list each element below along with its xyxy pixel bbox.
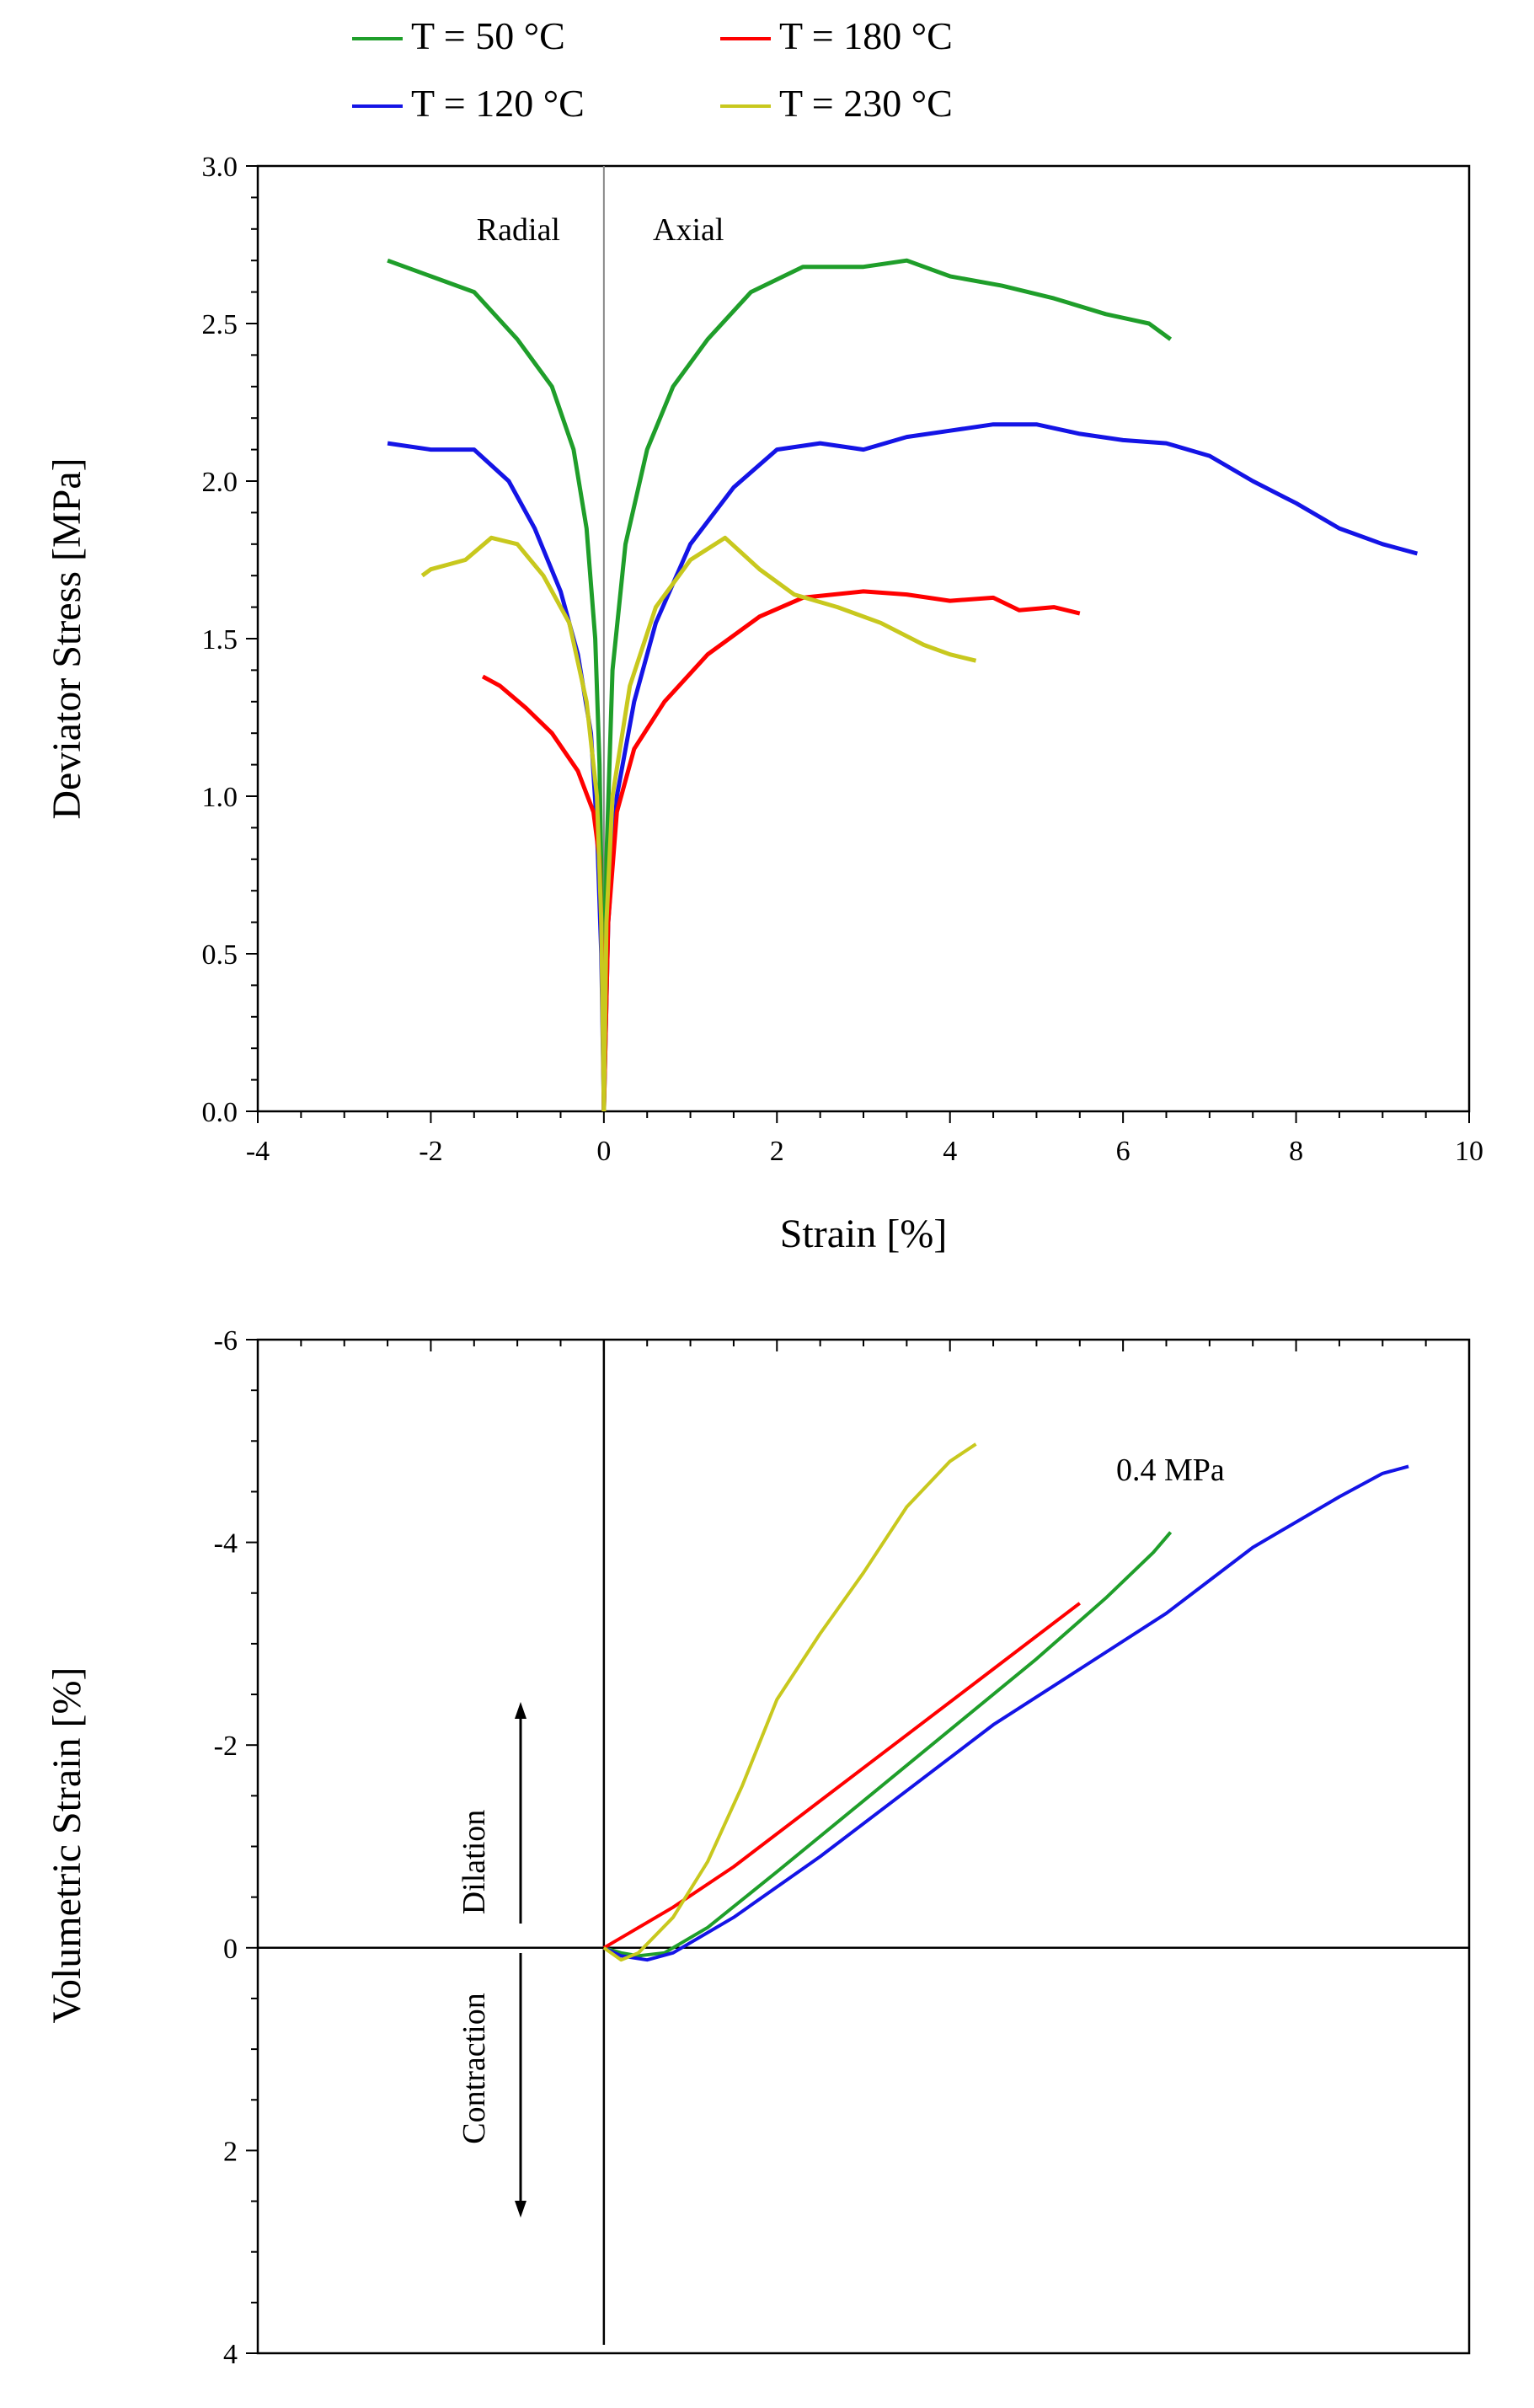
x-tick-label: 0 [596,1136,611,1167]
tick-labels: -4 -2 0 2 4 6 8 10 0.0 0.5 1.0 1.5 2.0 2.5 3.0 [202,152,1484,1167]
series-line-axial [601,258,1173,1112]
plot-frame [256,164,1471,1113]
legend-label: T = 230 °C [779,82,953,125]
y-tick-label: 1.5 [202,624,238,656]
axial-annotation: Axial [653,212,724,248]
y-tick-label: -4 [214,1528,238,1560]
dilation-annotation: Dilation [457,1810,492,1915]
radial-annotation: Radial [477,212,560,248]
tick-marks [246,165,1470,1123]
series-line-axial [601,589,1081,1112]
x-tick-label: -2 [419,1136,442,1167]
x-tick-label: -4 [246,1136,270,1167]
y-tick-label: -6 [214,1325,238,1357]
x-tick-label: 8 [1289,1136,1303,1167]
volumetric-strain-chart: -6 -4 -2 0 2 4 0.4 MPa Dilation Contraction V… [45,1325,1471,2370]
x-tick-label: 4 [943,1136,957,1167]
y-tick-label: 0.5 [202,939,238,971]
series-lines [602,1442,1409,1962]
series-line [603,1531,1173,1958]
tick-labels: -6 -4 -2 0 2 4 [214,1325,238,2370]
y-tick-label: 3.0 [202,152,238,183]
x-axis-title: Strain [%] [780,1212,948,1256]
stress-strain-chart: -4 -2 0 2 4 6 8 100.00.51.01.52.02.53.0 Radial … [45,152,1483,1256]
x-tick-label: 10 [1455,1136,1483,1167]
legend: T = 50 °C T = 180 °C T = 120 °C T = 230 °C [352,14,953,125]
y-axis-title: Volumetric Strain [%] [45,1667,89,2023]
plot-frame [256,1338,1471,2355]
y-tick-label: 2.0 [202,467,238,498]
tick-marks [246,1339,1470,2354]
series-line [602,1442,977,1962]
y-tick-label: 1.0 [202,782,238,813]
y-tick-label: 4 [223,2339,238,2370]
x-tick-label: 6 [1116,1136,1130,1167]
legend-label: T = 50 °C [411,14,565,57]
contraction-annotation: Contraction [457,1993,492,2143]
y-tick-label: 2 [223,2136,238,2167]
series-line-radial [481,674,607,1112]
x-tick-label: 2 [770,1136,784,1167]
series-line-radial [387,441,607,1112]
series-line-axial [601,422,1419,1112]
legend-label: T = 180 °C [779,14,953,57]
dilation-arrow [515,1702,526,1924]
series-line-radial [387,258,607,1112]
series-line-axial [601,535,977,1112]
y-tick-label: 2.5 [202,309,238,340]
y-tick-label: -2 [214,1731,238,1762]
series-line [603,1464,1409,1962]
y-axis-title: Deviator Stress [MPa] [45,458,89,819]
series-line-radial [420,535,607,1112]
contraction-arrow [515,1953,526,2218]
pressure-annotation: 0.4 MPa [1116,1453,1225,1488]
y-tick-label: 0.0 [202,1097,238,1128]
y-tick-label: 0 [223,1934,238,1965]
legend-label: T = 120 °C [411,82,585,125]
series-lines [387,258,1419,1112]
series-line [602,1602,1082,1950]
